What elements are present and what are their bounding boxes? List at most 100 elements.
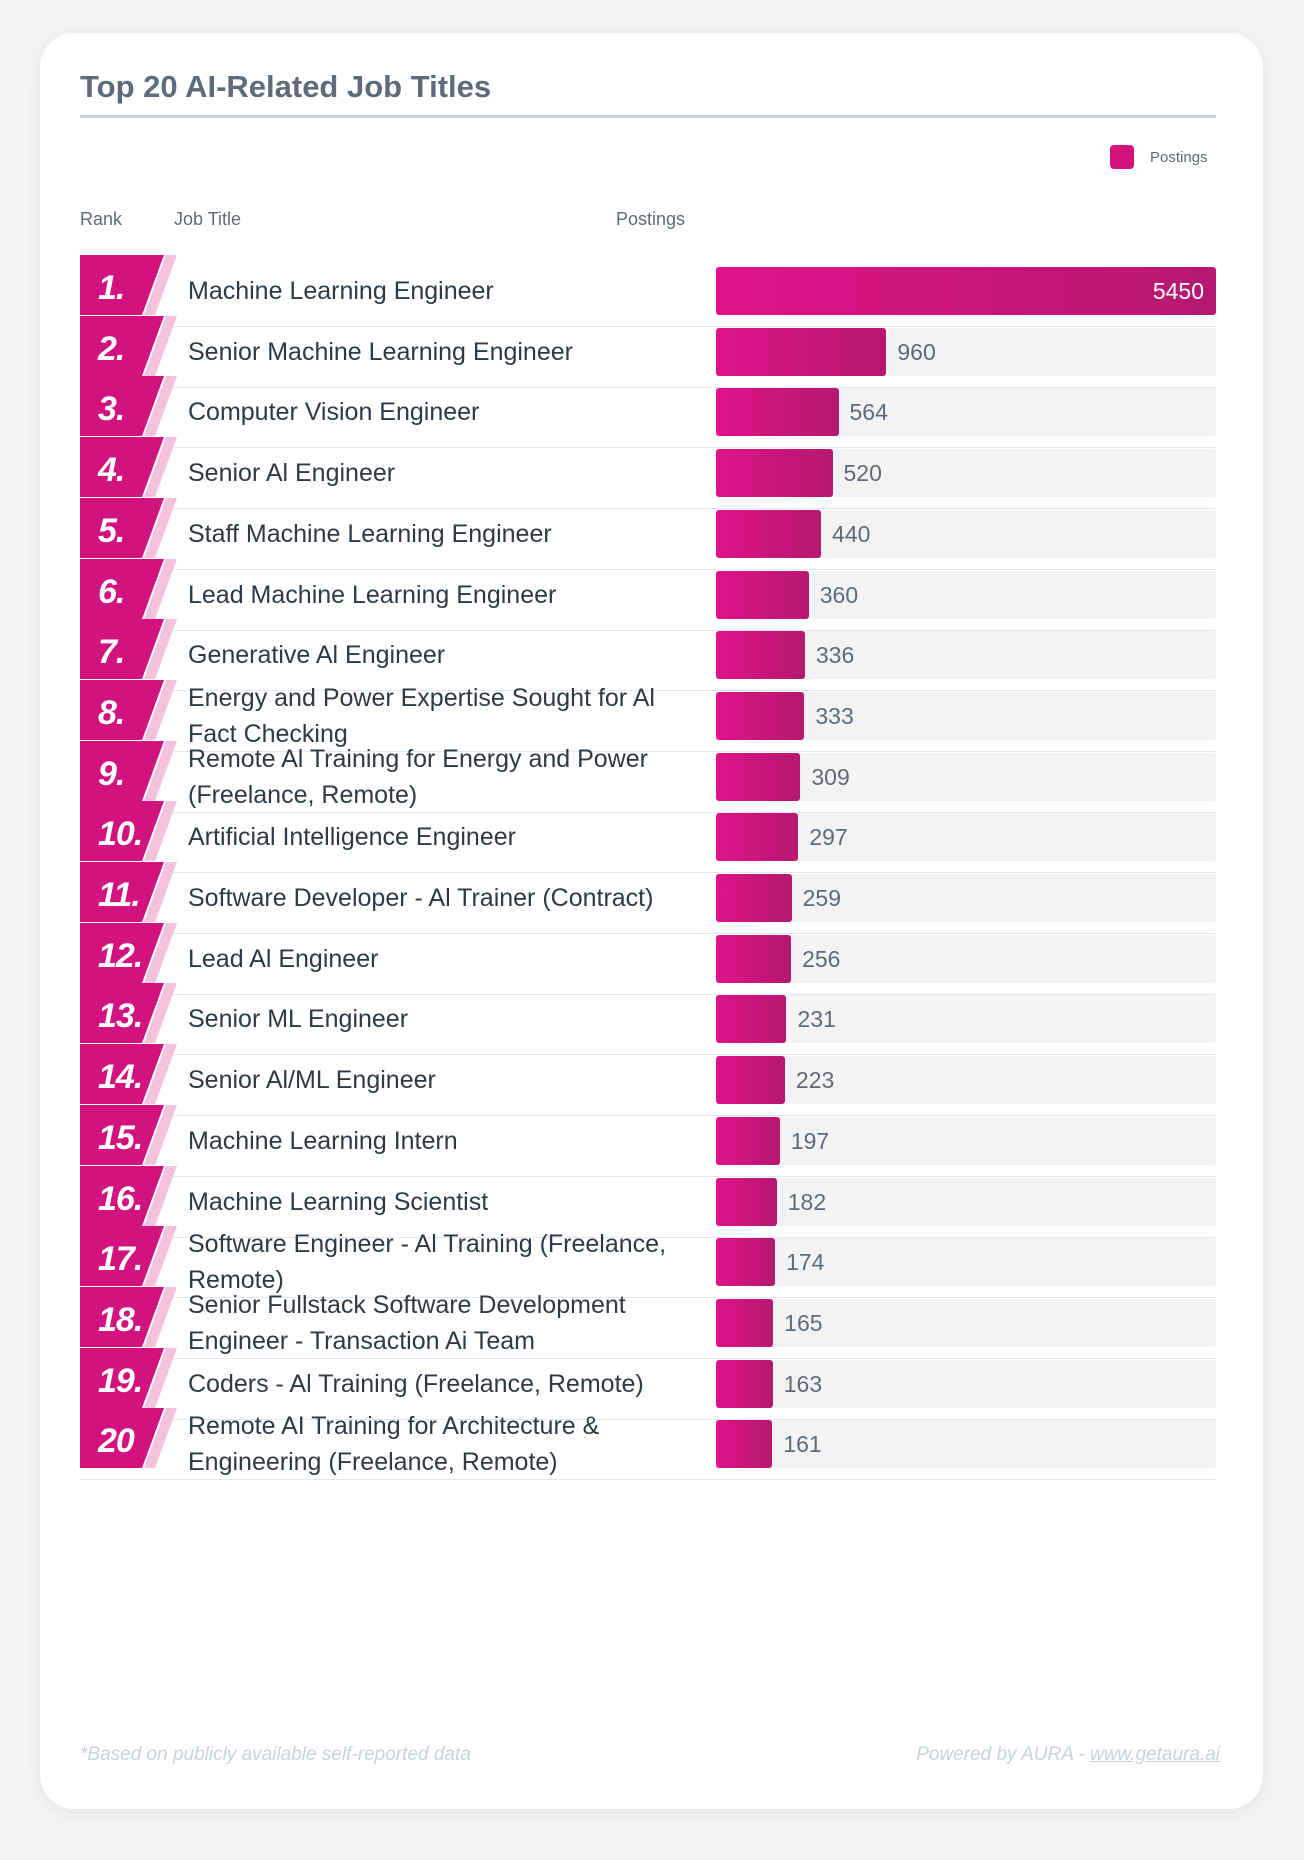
rank-tile-stripe (144, 1347, 177, 1408)
rank-tile-shape (80, 558, 164, 619)
job-title-label: Software Engineer - Al Training (Freelan… (188, 1230, 667, 1295)
bar-value-label: 564 (849, 399, 888, 426)
bar (716, 1238, 776, 1287)
bar-value-label: 197 (790, 1127, 830, 1154)
row-divider (80, 447, 1216, 449)
rank-tile-stripe (144, 679, 177, 740)
chart-card: Top 20 AI-Related Job Titles Postings Ra… (40, 33, 1263, 1809)
rank-tile (80, 801, 177, 862)
bar-row: 13. Senior ML Engineer 231 (80, 983, 1216, 1056)
rank-tile-shape (80, 376, 164, 437)
bar (716, 995, 787, 1044)
job-title-label: Senior Machine Learning Engineer (188, 337, 573, 366)
bar (716, 1359, 773, 1408)
bar-row: 8. Energy and Power Expertise Sought for … (80, 679, 1216, 752)
powered-by-prefix: Powered by AURA - (916, 1744, 1091, 1765)
job-title-label: Senior Al/ML Engineer (188, 1066, 436, 1095)
powered-by-link[interactable]: www.getaura.ai (1090, 1744, 1220, 1765)
bar (716, 327, 887, 376)
bar-value-label: 960 (897, 338, 936, 365)
row-divider (80, 1418, 1216, 1420)
job-title-label: Generative Al Engineer (188, 641, 446, 670)
legend-swatch (1110, 145, 1134, 169)
bar-row: 5. Staff Machine Learning Engineer 440 (80, 497, 1216, 570)
row-divider (80, 629, 1216, 631)
row-divider (80, 1236, 1216, 1238)
bar-row: 9. Remote Al Training for Energy and Powe… (80, 740, 1216, 813)
rank-tile-shape (80, 922, 164, 983)
rank-tile-stripe (144, 801, 177, 862)
rank-label: 6. (98, 572, 125, 611)
rank-tile (80, 558, 177, 619)
rank-tile-shape (80, 497, 164, 558)
bar-value-label: 259 (802, 885, 841, 911)
rank-label: 18. (98, 1300, 143, 1339)
legend-label: Postings (1150, 148, 1208, 166)
bar (716, 1116, 780, 1165)
bar-track: 165 (716, 1298, 1216, 1347)
bar (716, 631, 805, 680)
rank-tile (80, 255, 177, 315)
rank-tile-shape (80, 1044, 164, 1105)
job-title-label: Machine Learning Intern (188, 1126, 458, 1155)
rank-tile-stripe (144, 497, 177, 558)
rank-tile-shape (80, 1104, 164, 1165)
bar-track: 520 (716, 449, 1216, 498)
bar-track: 161 (716, 1420, 1216, 1469)
bar (716, 1056, 785, 1105)
rank-tile-shape (80, 437, 164, 498)
rank-tile (80, 1286, 177, 1347)
rank-label: 11. (98, 876, 141, 914)
rank-column-header: Rank (80, 209, 123, 229)
rank-label: 1. (98, 269, 125, 307)
rank-tile (80, 497, 177, 558)
rank-tile-shape (80, 983, 164, 1044)
rank-tile (80, 376, 177, 437)
rank-tile-shape (80, 315, 164, 376)
rank-tile-stripe (144, 1408, 177, 1469)
rank-tile-shape (80, 1408, 164, 1469)
rank-tile-stripe (144, 922, 177, 983)
rank-tile-stripe (144, 315, 177, 376)
bar-value-label: 256 (802, 945, 841, 972)
row-divider (80, 690, 1216, 692)
bar-row: 10. Artificial Intelligence Engineer 297 (80, 801, 1216, 874)
bar-row: 17. Software Engineer - Al Training (Free… (80, 1226, 1216, 1299)
bar-track: 297 (716, 813, 1216, 862)
bar (716, 1420, 773, 1469)
row-divider (80, 993, 1216, 995)
rank-tile-stripe (144, 619, 177, 680)
bar-value-label: 520 (843, 460, 882, 487)
job-title-label: Senior ML Engineer (188, 1005, 409, 1034)
bar-value-label: 440 (832, 520, 871, 547)
bar-row: 15. Machine Learning Intern 197 (80, 1104, 1216, 1177)
bar-row: 12. Lead Al Engineer 256 (80, 922, 1216, 995)
rank-tile (80, 740, 177, 801)
bar-row: 7. Generative Al Engineer 336 (80, 619, 1216, 692)
bar-value-label: 165 (784, 1309, 823, 1336)
chart-title: Top 20 AI-Related Job Titles (80, 69, 492, 104)
bar-track: 256 (716, 934, 1216, 983)
rank-tile-stripe (144, 1165, 177, 1226)
rank-tile-shape (80, 1226, 164, 1287)
bar-track: 440 (716, 509, 1216, 558)
bar-value-label: 309 (811, 763, 850, 790)
row-divider (80, 1297, 1216, 1299)
job-title-label: Remote AI Training for Architecture & En… (188, 1412, 600, 1477)
row-divider (80, 1357, 1216, 1359)
rank-tile-shape (80, 1165, 164, 1226)
rank-tile-shape (80, 1286, 164, 1347)
bar (716, 509, 822, 558)
rank-tile (80, 922, 177, 983)
row-divider (80, 386, 1216, 388)
rank-tile-shape (80, 619, 164, 680)
rank-tile-shape (80, 255, 164, 315)
rank-tile-shape (80, 801, 164, 862)
rank-tile (80, 315, 177, 376)
bar-value-label: 163 (783, 1370, 823, 1397)
bar-value-label: 161 (783, 1431, 822, 1458)
bar-value-label: 174 (786, 1249, 825, 1276)
bar (716, 874, 792, 922)
job-title-label: Computer Vision Engineer (188, 398, 480, 427)
rank-label: 19. (98, 1361, 143, 1400)
